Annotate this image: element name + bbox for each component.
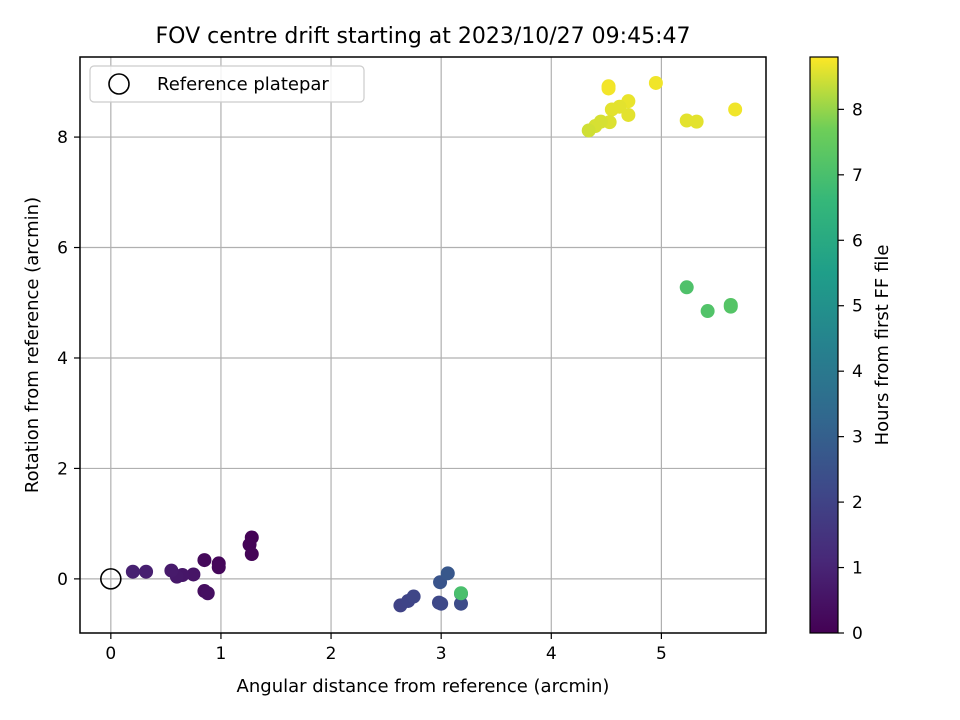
legend-marker xyxy=(108,73,130,95)
data-point xyxy=(700,304,715,319)
data-point xyxy=(453,596,468,611)
data-points xyxy=(125,75,743,613)
y-tick-label: 0 xyxy=(57,570,68,590)
data-point xyxy=(601,81,616,96)
data-point xyxy=(621,107,636,122)
y-tick-label: 8 xyxy=(57,128,68,148)
chart-title: FOV centre drift starting at 2023/10/27 … xyxy=(156,24,691,49)
x-tick-label: 3 xyxy=(436,644,447,664)
legend-label: Reference platepar xyxy=(157,74,329,95)
colorbar-tick-label: 6 xyxy=(852,231,863,251)
colorbar-tick-label: 1 xyxy=(852,559,863,579)
colorbar: 0 1 2 3 4 5 6 7 8 Hours from first FF file xyxy=(809,56,893,644)
colorbar-tick-label: 7 xyxy=(852,166,863,186)
colorbar-tick-label: 5 xyxy=(852,297,863,317)
colorbar-tick-label: 3 xyxy=(852,428,863,448)
grid-lines xyxy=(80,57,766,633)
data-point xyxy=(689,114,704,129)
y-tick-label: 6 xyxy=(57,239,68,259)
colorbar-gradient xyxy=(809,56,839,634)
y-axis-ticks: 0 2 4 6 8 xyxy=(57,128,80,590)
data-point xyxy=(581,123,596,138)
y-tick-label: 4 xyxy=(57,349,68,369)
data-point xyxy=(728,102,743,117)
data-point xyxy=(164,563,179,578)
data-point xyxy=(723,297,738,312)
x-tick-label: 1 xyxy=(216,644,227,664)
data-point xyxy=(648,75,663,90)
colorbar-tick-label: 8 xyxy=(852,100,863,120)
data-point xyxy=(434,596,449,611)
legend-box xyxy=(89,65,365,103)
data-point xyxy=(200,586,215,601)
data-point xyxy=(139,564,154,579)
x-tick-label: 0 xyxy=(105,644,116,664)
x-tick-label: 2 xyxy=(326,644,337,664)
x-tick-label: 4 xyxy=(546,644,557,664)
data-point xyxy=(244,547,259,562)
x-tick-label: 5 xyxy=(656,644,667,664)
y-axis-label: Rotation from reference (arcmin) xyxy=(22,197,43,493)
data-point xyxy=(453,586,468,601)
colorbar-tick-label: 4 xyxy=(852,362,863,382)
data-point xyxy=(125,564,140,579)
colorbar-tick-label: 2 xyxy=(852,493,863,513)
data-point xyxy=(197,553,212,568)
data-point xyxy=(406,589,421,604)
data-point xyxy=(679,280,694,295)
legend: Reference platepar xyxy=(89,65,365,103)
colorbar-ticks: 0 1 2 3 4 5 6 7 8 xyxy=(838,100,863,644)
data-point xyxy=(604,102,619,117)
y-tick-label: 2 xyxy=(57,459,68,479)
data-point xyxy=(186,567,201,582)
colorbar-label: Hours from first FF file xyxy=(872,245,893,446)
data-point xyxy=(211,560,226,575)
x-axis-ticks: 0 1 2 3 4 5 xyxy=(105,633,667,664)
reference-platepar-marker xyxy=(100,568,122,590)
x-axis-label: Angular distance from reference (arcmin) xyxy=(237,676,610,697)
data-point xyxy=(440,566,455,581)
plot-frame xyxy=(79,56,767,634)
colorbar-tick-label: 0 xyxy=(852,624,863,644)
